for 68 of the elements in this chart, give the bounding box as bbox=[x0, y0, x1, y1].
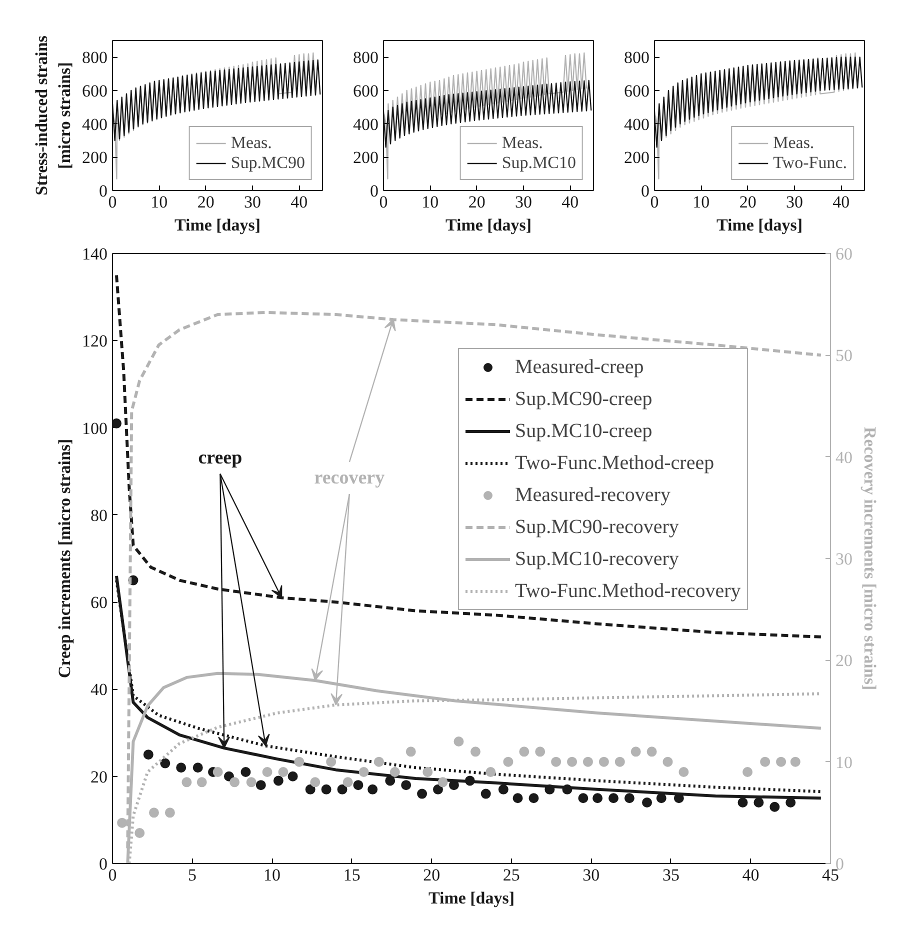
annotation: creep bbox=[198, 447, 242, 468]
legend-label: Meas. bbox=[773, 133, 814, 153]
legend-label: Sup.MC10-creep bbox=[515, 419, 652, 443]
x-tick-label: 25 bbox=[502, 866, 520, 884]
legend-label: Sup.MC90-recovery bbox=[515, 515, 679, 539]
y2-tick-label: 40 bbox=[836, 448, 852, 467]
x-axis-title: Time [days] bbox=[428, 888, 515, 908]
y-tick-label: 200 bbox=[353, 148, 378, 168]
legend-label: Sup.MC90-creep bbox=[515, 387, 652, 411]
y2-axis-title: Recovery increments [micro strains] bbox=[860, 426, 880, 690]
y-tick-label: 20 bbox=[90, 767, 108, 786]
y-tick-label: 100 bbox=[82, 418, 108, 438]
x-tick-label: 5 bbox=[188, 866, 197, 884]
y2-tick-label: 60 bbox=[836, 244, 852, 264]
y-axis-title: Creep increments [micro strains] bbox=[55, 438, 74, 678]
y-tick-label: 200 bbox=[624, 148, 650, 168]
legend-label: Measured-creep bbox=[515, 355, 644, 379]
y-tick-label: 600 bbox=[82, 82, 108, 100]
y-tick-label: 400 bbox=[353, 114, 378, 134]
x-tick-label: 10 bbox=[422, 192, 439, 212]
y-tick-label: 80 bbox=[90, 506, 108, 525]
legend-label: Sup.MC10 bbox=[502, 153, 576, 173]
y-axis-title: Stress-induced strains [micro strains] bbox=[32, 35, 74, 196]
x-axis-title: Time [days] bbox=[445, 216, 532, 234]
y-tick-label: 600 bbox=[353, 82, 378, 100]
y-tick-label: 60 bbox=[90, 593, 108, 612]
y2-tick-label: 20 bbox=[836, 651, 852, 670]
y-tick-label: 800 bbox=[82, 48, 108, 68]
x-tick-label: 15 bbox=[343, 866, 360, 884]
x-axis-title: Time [days] bbox=[174, 216, 261, 234]
x-tick-label: 10 bbox=[692, 192, 710, 212]
y-tick-label: 140 bbox=[82, 244, 108, 264]
x-tick-label: 40 bbox=[742, 866, 760, 884]
x-tick-label: 40 bbox=[562, 192, 579, 212]
annotation: recovery bbox=[314, 467, 386, 488]
y-tick-label: 40 bbox=[90, 680, 108, 700]
x-tick-label: 30 bbox=[515, 192, 532, 212]
x-tick-label: 10 bbox=[150, 192, 168, 212]
y-tick-label: 600 bbox=[624, 82, 650, 100]
x-axis-title: Time [days] bbox=[716, 216, 803, 234]
y-tick-label: 800 bbox=[353, 48, 378, 68]
x-tick-label: 30 bbox=[244, 192, 261, 212]
x-tick-label: 20 bbox=[423, 866, 440, 884]
legend-label: Sup.MC10-recovery bbox=[515, 547, 679, 571]
y-tick-label: 400 bbox=[624, 114, 650, 134]
x-tick-label: 10 bbox=[264, 866, 281, 884]
legend-label: Measured-recovery bbox=[515, 483, 670, 507]
y2-tick-label: 10 bbox=[836, 752, 852, 772]
legend-label: Meas. bbox=[502, 133, 543, 153]
legend-label: Meas. bbox=[230, 133, 272, 153]
x-tick-label: 35 bbox=[662, 866, 680, 884]
legend-label: Two-Func. bbox=[773, 153, 847, 173]
x-tick-label: 20 bbox=[197, 192, 214, 212]
y2-tick-label: 50 bbox=[836, 346, 852, 366]
x-tick-label: 20 bbox=[468, 192, 486, 212]
y-tick-label: 400 bbox=[82, 114, 108, 134]
x-tick-label: 40 bbox=[832, 192, 850, 212]
legend-label: Two-Func.Method-recovery bbox=[515, 579, 741, 603]
y-tick-label: 800 bbox=[624, 48, 650, 68]
x-tick-label: 40 bbox=[290, 192, 308, 212]
legend-label: Sup.MC90 bbox=[230, 153, 305, 173]
legend-label: Two-Func.Method-creep bbox=[515, 451, 714, 475]
y-tick-label: 200 bbox=[82, 148, 108, 168]
x-tick-label: 20 bbox=[739, 192, 756, 212]
y-tick-label: 120 bbox=[82, 332, 108, 351]
x-tick-label: 30 bbox=[582, 866, 600, 884]
y2-tick-label: 30 bbox=[836, 550, 852, 568]
x-tick-label: 30 bbox=[786, 192, 803, 212]
